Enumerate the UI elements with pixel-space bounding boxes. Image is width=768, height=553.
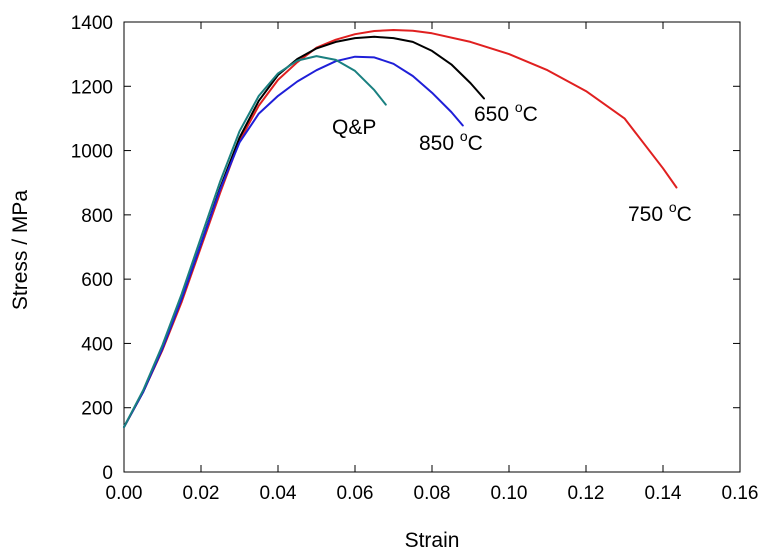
y-tick-label: 400 xyxy=(81,334,113,355)
series-label-main: 750 xyxy=(628,203,669,226)
series-line-1 xyxy=(123,35,485,428)
series-line-2 xyxy=(123,55,464,428)
x-tick-label: 0.16 xyxy=(722,483,759,504)
series-label-main: Q&P xyxy=(332,116,376,139)
series-label-degree: o xyxy=(669,199,677,215)
series-label-3: Q&P xyxy=(332,116,376,139)
series-label-unit: C xyxy=(677,203,692,226)
x-axis-title: Strain xyxy=(405,529,460,552)
series-label-unit: C xyxy=(468,132,483,155)
y-axis: 0 200 400 600 800 1000 1200 1400 xyxy=(71,13,740,484)
series-label-main: 650 xyxy=(474,103,515,126)
series-label-unit: C xyxy=(523,103,538,126)
x-tick-label: 0.14 xyxy=(645,483,682,504)
series-line-0 xyxy=(123,29,678,428)
y-tick-label: 1000 xyxy=(71,142,113,163)
y-tick-label: 800 xyxy=(81,206,113,227)
x-tick-label: 0.10 xyxy=(491,483,528,504)
series-label-degree: o xyxy=(515,99,523,115)
y-axis-title: Stress / MPa xyxy=(9,190,32,311)
series-label-main: 850 xyxy=(419,132,460,155)
series-label-degree: o xyxy=(460,128,468,144)
series-line-3 xyxy=(123,55,387,428)
y-tick-label: 1400 xyxy=(71,13,113,34)
x-tick-label: 0.12 xyxy=(568,483,605,504)
x-tick-label: 0.00 xyxy=(106,483,143,504)
y-tick-label: 600 xyxy=(81,270,113,291)
series-label-2: 850 oC xyxy=(419,128,483,155)
y-tick-label: 1200 xyxy=(71,77,113,98)
y-tick-label: 200 xyxy=(81,399,113,420)
series-label-0: 750 oC xyxy=(628,199,692,226)
plot-area-frame xyxy=(123,21,741,473)
x-tick-label: 0.02 xyxy=(183,483,220,504)
y-tick-label: 0 xyxy=(102,463,113,484)
x-tick-label: 0.04 xyxy=(260,483,297,504)
series-label-1: 650 oC xyxy=(474,99,538,126)
x-tick-label: 0.08 xyxy=(414,483,451,504)
x-axis: 0.00 0.02 0.04 0.06 0.08 0.10 0.12 0.14 0.16 xyxy=(106,22,759,504)
x-tick-label: 0.06 xyxy=(337,483,374,504)
series-lines xyxy=(123,29,678,428)
